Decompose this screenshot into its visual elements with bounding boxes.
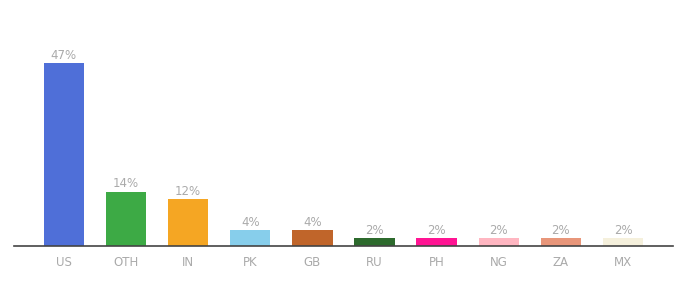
Text: 2%: 2% xyxy=(427,224,446,237)
Text: 12%: 12% xyxy=(175,185,201,198)
Bar xyxy=(479,238,519,246)
Bar xyxy=(292,230,333,246)
Text: 2%: 2% xyxy=(365,224,384,237)
Text: 2%: 2% xyxy=(551,224,571,237)
Text: 4%: 4% xyxy=(303,216,322,229)
Text: 2%: 2% xyxy=(614,224,632,237)
Text: 4%: 4% xyxy=(241,216,260,229)
Bar xyxy=(354,238,394,246)
Bar xyxy=(168,199,208,246)
Bar xyxy=(230,230,271,246)
Bar xyxy=(44,63,84,246)
Text: 47%: 47% xyxy=(51,49,77,62)
Bar xyxy=(603,238,643,246)
Bar xyxy=(416,238,457,246)
Text: 2%: 2% xyxy=(490,224,508,237)
Bar xyxy=(541,238,581,246)
Text: 14%: 14% xyxy=(113,177,139,190)
Bar xyxy=(105,192,146,246)
